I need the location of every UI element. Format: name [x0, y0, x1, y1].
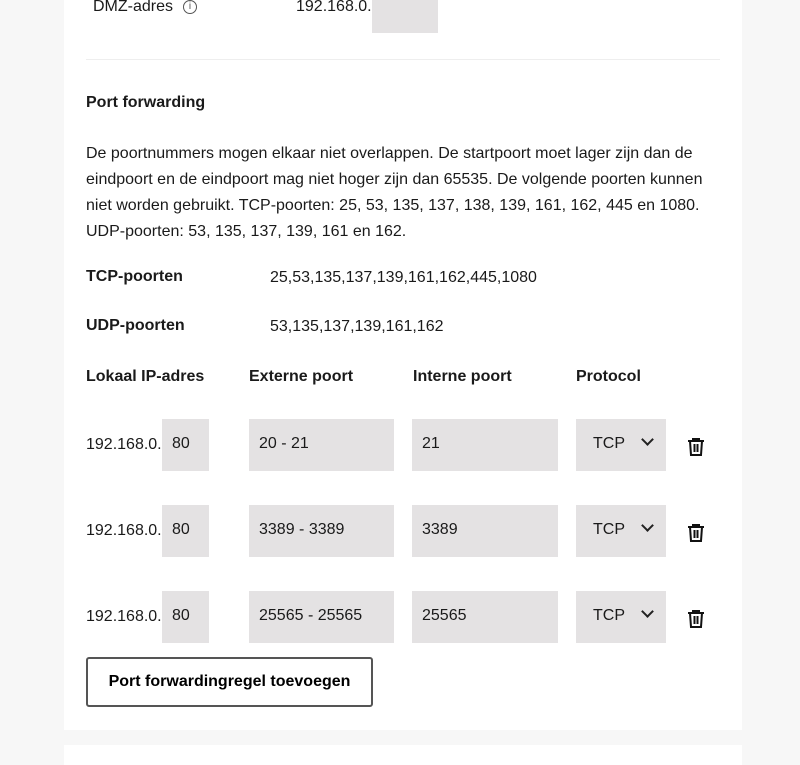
- ip-prefix: 192.168.0.: [86, 436, 162, 453]
- protocol-select[interactable]: TCP: [576, 505, 666, 557]
- dmz-input[interactable]: [372, 0, 438, 33]
- trash-icon[interactable]: [686, 523, 706, 543]
- ip-prefix: 192.168.0.: [86, 522, 162, 539]
- col-internal-port: Interne poort: [413, 368, 512, 385]
- udp-label: UDP-poorten: [86, 317, 185, 334]
- rule-row: 192.168.0. 80 3389 - 3389 3389 TCP: [0, 505, 800, 557]
- external-port-input[interactable]: 20 - 21: [249, 419, 394, 471]
- section-title: Port forwarding: [86, 94, 206, 111]
- protocol-select[interactable]: TCP: [576, 591, 666, 643]
- col-protocol: Protocol: [576, 368, 641, 385]
- dmz-prefix: 192.168.0.: [296, 0, 372, 15]
- chevron-down-icon: [641, 433, 654, 446]
- chevron-down-icon: [641, 519, 654, 532]
- add-rule-button[interactable]: Port forwardingregel toevoegen: [86, 657, 373, 707]
- col-external-port: Externe poort: [249, 368, 354, 385]
- ip-suffix-input[interactable]: 80: [162, 591, 209, 643]
- rule-row: 192.168.0. 80 20 - 21 21 TCP: [0, 419, 800, 471]
- protocol-value: TCP: [593, 521, 625, 538]
- protocol-value: TCP: [593, 435, 625, 452]
- col-local-ip: Lokaal IP-adres: [86, 368, 205, 385]
- tcp-value: 25,53,135,137,139,161,162,445,1080: [270, 269, 537, 286]
- ip-suffix-input[interactable]: 80: [162, 419, 209, 471]
- udp-value: 53,135,137,139,161,162: [270, 318, 444, 335]
- internal-port-input[interactable]: 21: [412, 419, 558, 471]
- rule-row: 192.168.0. 80 25565 - 25565 25565 TCP: [0, 591, 800, 643]
- description: De poortnummers mogen elkaar niet overla…: [86, 145, 703, 240]
- ip-prefix: 192.168.0.: [86, 608, 162, 625]
- external-port-input[interactable]: 25565 - 25565: [249, 591, 394, 643]
- internal-port-input[interactable]: 3389: [412, 505, 558, 557]
- protocol-value: TCP: [593, 607, 625, 624]
- trash-icon[interactable]: [686, 609, 706, 629]
- info-icon[interactable]: i: [183, 0, 198, 14]
- chevron-down-icon: [641, 605, 654, 618]
- divider: [86, 59, 720, 60]
- ip-suffix-input[interactable]: 80: [162, 505, 209, 557]
- protocol-select[interactable]: TCP: [576, 419, 666, 471]
- next-card: [64, 745, 742, 765]
- tcp-label: TCP-poorten: [86, 268, 183, 285]
- internal-port-input[interactable]: 25565: [412, 591, 558, 643]
- dmz-label: DMZ-adres i: [93, 0, 198, 16]
- external-port-input[interactable]: 3389 - 3389: [249, 505, 394, 557]
- trash-icon[interactable]: [686, 437, 706, 457]
